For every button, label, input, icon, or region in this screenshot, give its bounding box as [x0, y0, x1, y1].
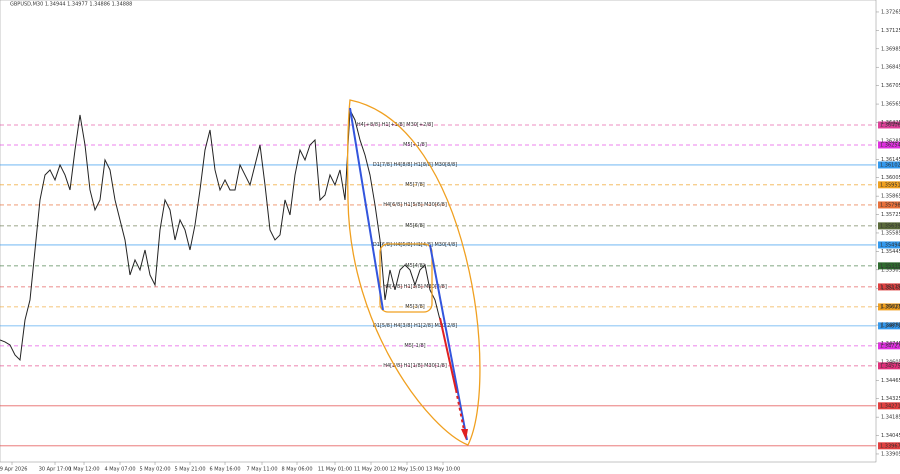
level-price: 1.35023 [880, 304, 900, 310]
forecast-arrow [455, 389, 465, 431]
level-price-box [878, 141, 900, 149]
y-tick-label: 1.34045 [881, 433, 900, 439]
y-tick-label: 1.36705 [881, 83, 900, 89]
level-label: M5[4/8] [405, 263, 424, 269]
level-price: 1.36406 [880, 122, 900, 128]
level-price-box [878, 241, 900, 249]
level-label: H4[2/8] H1[1/8] M30[1/8] [383, 363, 447, 369]
level-label: M5[-1/8] [404, 343, 425, 349]
y-tick-label: 1.35165 [881, 286, 900, 292]
y-tick-label: 1.36845 [881, 65, 900, 71]
level-label: D1[7/8] H4[8/8] H1[8/8] M30[8/8] [373, 162, 457, 168]
x-tick-label: 5 May 02:00 [139, 467, 170, 473]
arrow-head [461, 429, 468, 440]
x-tick-label: 11 May 01:00 [318, 467, 352, 473]
level-price: 1.35798 [880, 202, 900, 208]
level-price-box [878, 121, 900, 129]
y-tick-label: 1.34185 [881, 415, 900, 421]
level-price: 1.35951 [880, 182, 900, 188]
y-tick-label: 1.35585 [881, 230, 900, 236]
level-price-box [878, 442, 900, 450]
y-tick-label: 1.34465 [881, 378, 900, 384]
x-tick-label: 12 May 15:00 [390, 467, 424, 473]
y-tick-label: 1.34745 [881, 341, 900, 347]
y-tick-label: 1.37125 [881, 28, 900, 34]
y-tick-label: 1.34885 [881, 323, 900, 329]
y-tick-label: 1.36985 [881, 46, 900, 52]
level-label: H4[+8/8] H1[+1/8] M30[+2/8] [357, 122, 433, 128]
level-price: 1.34271 [880, 403, 900, 409]
forecast-arc [346, 99, 481, 446]
level-price: 1.36254 [880, 142, 900, 148]
x-tick-label: 4 May 07:00 [104, 467, 135, 473]
y-tick-label: 1.33905 [881, 451, 900, 457]
level-label: H4[6/8] H1[5/8] M30[6/8] [383, 202, 447, 208]
y-tick-label: 1.35445 [881, 249, 900, 255]
y-tick-label: 1.36285 [881, 138, 900, 144]
level-price-box [878, 201, 900, 209]
x-tick-label: 30 Apr 17:00 [39, 467, 72, 473]
level-price-box [878, 262, 900, 270]
y-tick-label: 1.35865 [881, 194, 900, 200]
level-price: 1.35335 [880, 263, 900, 269]
level-price-box [878, 303, 900, 311]
y-tick-label: 1.36425 [881, 120, 900, 126]
level-price: 1.35175 [880, 284, 900, 290]
level-price-box [878, 161, 900, 169]
level-label: M5[3/8] [405, 304, 424, 310]
forecast-arrow [439, 317, 457, 391]
x-tick-label: 5 May 21:00 [174, 467, 205, 473]
x-tick-label: 1 May 12:00 [68, 467, 99, 473]
level-price: 1.33967 [880, 443, 900, 449]
y-tick-label: 1.34325 [881, 396, 900, 402]
level-price-box [878, 283, 900, 291]
y-tick-label: 1.35025 [881, 304, 900, 310]
y-tick-label: 1.36145 [881, 157, 900, 163]
level-price: 1.34879 [880, 323, 900, 329]
level-price-box [878, 322, 900, 330]
x-tick-label: 11 May 20:00 [354, 467, 388, 473]
level-label: M5[6/8] [405, 223, 424, 229]
level-price: 1.35494 [880, 242, 900, 248]
level-label: M5[+1/8] [403, 142, 427, 148]
level-price-box [878, 402, 900, 410]
level-price-box [878, 362, 900, 370]
y-tick-label: 1.35305 [881, 267, 900, 273]
price-line [0, 108, 441, 361]
level-label: D1[6/8] H4[5/8] H1[4/8] M30[4/8] [373, 242, 457, 248]
chart-title: GBPUSD,M30 1.34944 1.34977 1.34886 1.348… [10, 2, 132, 8]
trend-line [349, 107, 384, 311]
level-label: M5[7/8] [405, 182, 424, 188]
y-tick-label: 1.36005 [881, 175, 900, 181]
y-tick-label: 1.37265 [881, 9, 900, 15]
x-tick-label: 13 May 10:00 [426, 467, 460, 473]
level-label: D1[5/8] H4[3/8] H1[2/8] M30[2/8] [373, 323, 457, 329]
level-label: H4[4/8] H1[3/8] M30[3/8] [383, 284, 447, 290]
y-tick-label: 1.35725 [881, 212, 900, 218]
level-price: 1.35639 [880, 223, 900, 229]
level-price: 1.36102 [880, 162, 900, 168]
level-price: 1.34727 [880, 343, 900, 349]
x-tick-label: 8 May 06:00 [281, 467, 312, 473]
x-tick-label: 29 Apr 2026 [0, 467, 27, 473]
level-price: 1.34575 [880, 363, 900, 369]
x-tick-label: 6 May 16:00 [209, 467, 240, 473]
level-price-box [878, 181, 900, 189]
trend-line [429, 244, 468, 441]
range-box [379, 243, 433, 313]
plot-area [0, 0, 877, 463]
level-price-box [878, 222, 900, 230]
x-tick-label: 7 May 11:00 [246, 467, 277, 473]
level-price-box [878, 342, 900, 350]
y-tick-label: 1.34605 [881, 359, 900, 365]
y-tick-label: 1.36565 [881, 102, 900, 108]
